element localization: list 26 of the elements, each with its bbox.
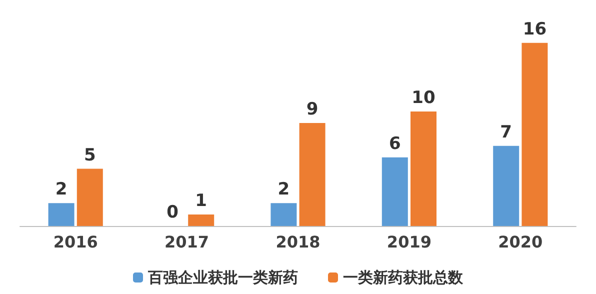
x-tick-label: 2020 xyxy=(498,232,543,252)
data-label: 6 xyxy=(388,134,401,154)
x-tick-label: 2016 xyxy=(53,232,98,252)
bar xyxy=(493,146,520,226)
legend-label: 一类新药获批总数 xyxy=(343,268,464,286)
x-tick-label: 2019 xyxy=(386,232,432,252)
data-label: 5 xyxy=(84,145,96,166)
x-tick-label: 2017 xyxy=(164,232,210,252)
bar xyxy=(410,112,436,226)
data-label: 9 xyxy=(306,100,318,120)
bar xyxy=(48,203,74,226)
bar xyxy=(76,168,103,226)
x-tick-label: 2018 xyxy=(276,232,320,252)
data-label: 1 xyxy=(195,191,208,212)
bar xyxy=(299,123,326,226)
data-label: 16 xyxy=(522,19,547,40)
bar xyxy=(382,157,408,226)
bar xyxy=(188,214,214,226)
data-label: 10 xyxy=(412,88,436,108)
data-label: 2 xyxy=(278,180,290,200)
bar xyxy=(522,42,548,226)
bar xyxy=(270,203,297,226)
data-label: 0 xyxy=(166,202,179,222)
legend-label: 百强企业获批一类新药 xyxy=(147,268,298,286)
data-label: 2 xyxy=(55,180,68,200)
data-label: 7 xyxy=(500,122,512,142)
